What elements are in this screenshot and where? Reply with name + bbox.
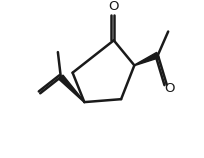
Polygon shape (134, 52, 159, 66)
Text: O: O (164, 82, 175, 95)
Text: O: O (109, 0, 119, 13)
Polygon shape (59, 75, 85, 102)
